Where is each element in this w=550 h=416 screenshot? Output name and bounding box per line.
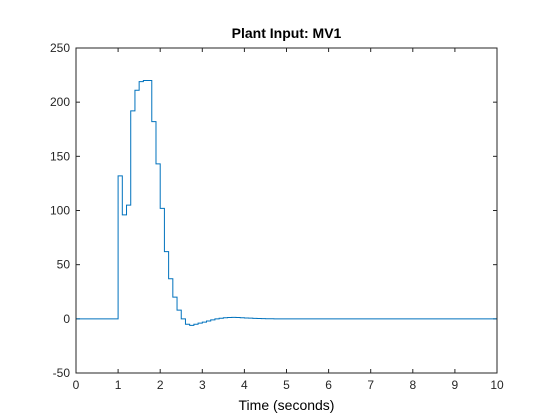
- series-line: [76, 80, 497, 326]
- x-tick-label: 3: [199, 378, 206, 392]
- x-tick-label: 4: [241, 378, 248, 392]
- x-tick-label: 0: [73, 378, 80, 392]
- axes-background: [76, 48, 497, 373]
- axes-box: [75, 47, 498, 374]
- x-tick-label: 8: [409, 378, 416, 392]
- y-tick-label: 250: [50, 41, 70, 55]
- x-tick-label: 1: [115, 378, 122, 392]
- y-tick-label: 200: [50, 95, 70, 109]
- x-tick-label: 7: [367, 378, 374, 392]
- y-tick-label: 0: [63, 312, 70, 326]
- x-tick-label: 10: [490, 378, 504, 392]
- y-tick-label: 150: [50, 149, 70, 163]
- x-tick-label: 2: [157, 378, 164, 392]
- chart-title: Plant Input: MV1: [232, 25, 342, 41]
- y-tick-label: -50: [53, 366, 71, 380]
- x-axis-label: Time (seconds): [239, 397, 335, 413]
- x-tick-label: 5: [283, 378, 290, 392]
- x-tick-label: 6: [325, 378, 332, 392]
- x-tick-label: 9: [452, 378, 459, 392]
- y-tick-label: 50: [57, 258, 71, 272]
- y-tick-label: 100: [50, 204, 70, 218]
